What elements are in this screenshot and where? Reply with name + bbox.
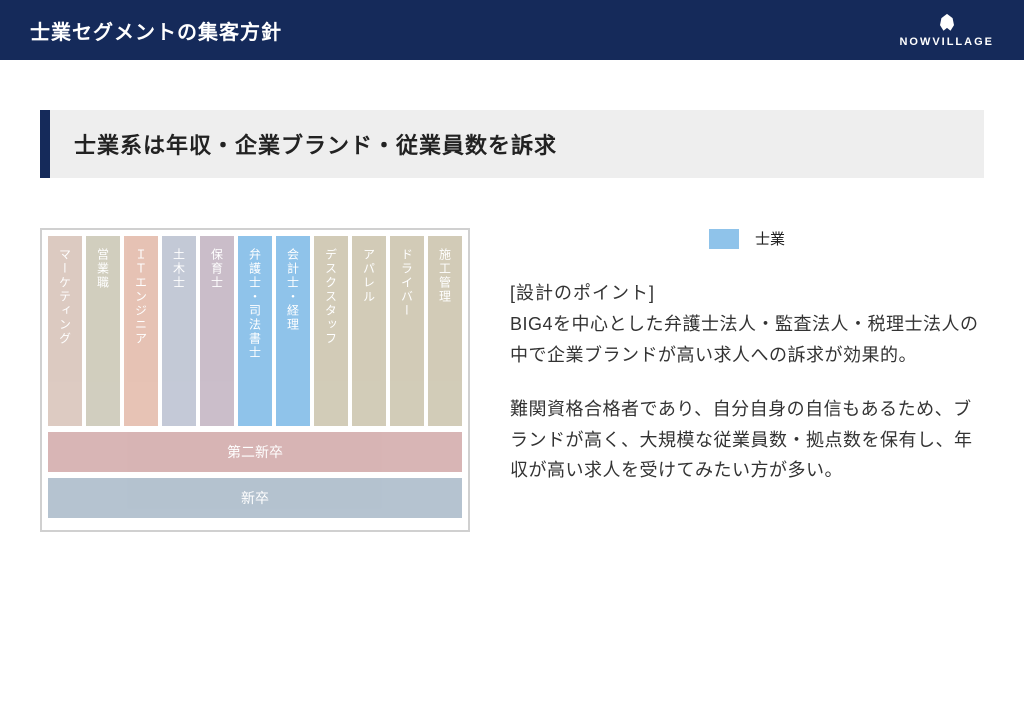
segment-bar-4: 保育士 [200, 236, 234, 426]
subtitle-bar: 士業系は年収・企業ブランド・従業員数を訴求 [50, 110, 984, 178]
segment-chart: マーケティング営業職ＩＴエンジニア土木士保育士弁護士・司法書士会計士・経理デスク… [40, 228, 470, 532]
brand-logo: NOWVILLAGE [899, 12, 994, 48]
legend: 士業 [510, 228, 984, 249]
segment-bar-2: ＩＴエンジニア [124, 236, 158, 426]
lion-icon [933, 12, 961, 34]
bars-row: マーケティング営業職ＩＴエンジニア土木士保育士弁護士・司法書士会計士・経理デスク… [48, 236, 462, 426]
segment-bar-3: 土木士 [162, 236, 196, 426]
segment-bar-6: 会計士・経理 [276, 236, 310, 426]
segment-bar-9: ドライバー [390, 236, 424, 426]
brand-name: NOWVILLAGE [899, 36, 994, 48]
points-para-2: 難関資格合格者であり、自分自身の自信もあるため、ブランドが高く、大規模な従業員数… [510, 394, 984, 486]
subtitle-block: 士業系は年収・企業ブランド・従業員数を訴求 [40, 110, 984, 178]
points-heading: [設計のポイント] [510, 279, 984, 305]
segment-bar-7: デスクスタッフ [314, 236, 348, 426]
chart-column: マーケティング営業職ＩＴエンジニア土木士保育士弁護士・司法書士会計士・経理デスク… [40, 228, 470, 532]
legend-swatch [709, 229, 739, 249]
band-1: 新卒 [48, 478, 462, 518]
content-area: マーケティング営業職ＩＴエンジニア土木士保育士弁護士・司法書士会計士・経理デスク… [0, 228, 1024, 532]
segment-bar-1: 営業職 [86, 236, 120, 426]
segment-bar-0: マーケティング [48, 236, 82, 426]
subtitle-text: 士業系は年収・企業ブランド・従業員数を訴求 [74, 128, 960, 160]
text-column: 士業 [設計のポイント] BIG4を中心とした弁護士法人・監査法人・税理士法人の… [510, 228, 984, 532]
segment-bar-10: 施工管理 [428, 236, 462, 426]
subtitle-accent [40, 110, 50, 178]
page-title: 士業セグメントの集客方針 [30, 16, 282, 45]
segment-bar-5: 弁護士・司法書士 [238, 236, 272, 426]
legend-label: 士業 [755, 228, 785, 249]
header-bar: 士業セグメントの集客方針 NOWVILLAGE [0, 0, 1024, 60]
points-para-1: BIG4を中心とした弁護士法人・監査法人・税理士法人の中で企業ブランドが高い求人… [510, 309, 984, 370]
segment-bar-8: アパレル [352, 236, 386, 426]
band-0: 第二新卒 [48, 432, 462, 472]
